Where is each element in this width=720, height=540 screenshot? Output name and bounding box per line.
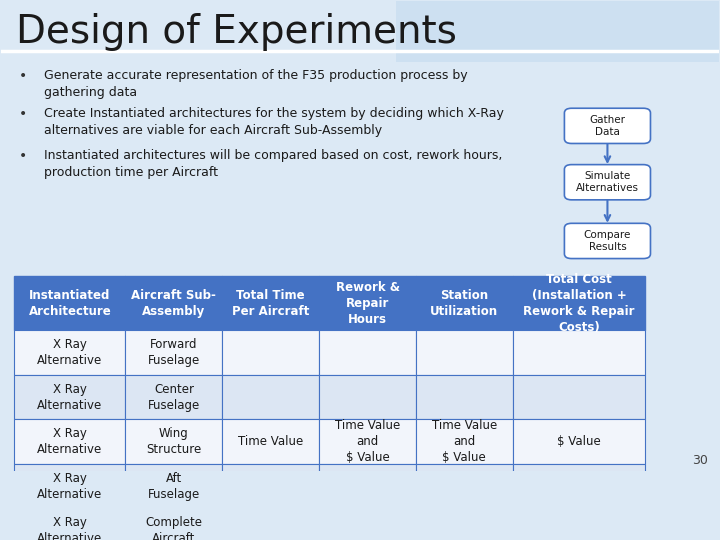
Text: X Ray
Alternative: X Ray Alternative <box>37 472 102 501</box>
Bar <box>513 375 645 420</box>
Bar <box>416 509 513 540</box>
Bar <box>125 276 222 330</box>
Text: •: • <box>19 107 27 121</box>
Bar <box>319 509 416 540</box>
Bar <box>125 375 222 420</box>
Text: •: • <box>19 150 27 163</box>
Bar <box>319 420 416 464</box>
Text: $ Value: $ Value <box>557 435 601 448</box>
Bar <box>125 330 222 375</box>
Bar <box>513 509 645 540</box>
Bar <box>14 276 125 330</box>
Bar <box>513 464 645 509</box>
Text: Complete
Aircraft: Complete Aircraft <box>145 516 202 540</box>
Bar <box>513 420 645 464</box>
Bar <box>416 420 513 464</box>
Text: Forward
Fuselage: Forward Fuselage <box>148 338 200 367</box>
Bar <box>125 420 222 464</box>
FancyBboxPatch shape <box>564 165 650 200</box>
Bar <box>416 375 513 420</box>
Bar <box>14 330 125 375</box>
Text: Compare
Results: Compare Results <box>584 230 631 252</box>
FancyBboxPatch shape <box>564 108 650 144</box>
Bar <box>222 375 319 420</box>
Bar <box>319 330 416 375</box>
Text: X Ray
Alternative: X Ray Alternative <box>37 427 102 456</box>
Text: Instantiated architectures will be compared based on cost, rework hours,
product: Instantiated architectures will be compa… <box>45 150 503 179</box>
Text: Center
Fuselage: Center Fuselage <box>148 383 200 411</box>
Bar <box>222 509 319 540</box>
Bar <box>416 330 513 375</box>
Bar <box>222 276 319 330</box>
Bar <box>14 509 125 540</box>
Text: Total Time
Per Aircraft: Total Time Per Aircraft <box>232 289 310 318</box>
Bar <box>222 330 319 375</box>
Text: Instantiated
Architecture: Instantiated Architecture <box>29 289 112 318</box>
Text: Station
Utilization: Station Utilization <box>431 289 498 318</box>
Bar <box>396 2 719 63</box>
Text: X Ray
Alternative: X Ray Alternative <box>37 383 102 411</box>
Bar <box>125 509 222 540</box>
Bar <box>319 276 416 330</box>
Bar <box>416 464 513 509</box>
Text: Generate accurate representation of the F35 production process by
gathering data: Generate accurate representation of the … <box>45 70 468 99</box>
Text: Simulate
Alternatives: Simulate Alternatives <box>576 171 639 193</box>
Bar <box>319 375 416 420</box>
Text: •: • <box>19 70 27 84</box>
Text: 30: 30 <box>692 454 708 467</box>
Text: Rework &
Repair
Hours: Rework & Repair Hours <box>336 281 400 326</box>
Text: Aft
Fuselage: Aft Fuselage <box>148 472 200 501</box>
Text: Time Value
and
$ Value: Time Value and $ Value <box>432 419 497 464</box>
Text: Time Value
and
$ Value: Time Value and $ Value <box>335 419 400 464</box>
Text: Time Value: Time Value <box>238 435 303 448</box>
Text: Gather
Data: Gather Data <box>590 114 626 137</box>
Text: X Ray
Alternative: X Ray Alternative <box>37 516 102 540</box>
Bar <box>14 420 125 464</box>
Bar <box>14 464 125 509</box>
Bar <box>222 420 319 464</box>
Text: Wing
Structure: Wing Structure <box>146 427 202 456</box>
Bar <box>222 464 319 509</box>
Bar <box>416 276 513 330</box>
Bar <box>513 276 645 330</box>
Text: Create Instantiated architectures for the system by deciding which X-Ray
alterna: Create Instantiated architectures for th… <box>45 107 504 137</box>
Bar <box>319 464 416 509</box>
Text: Total Cost
(Installation +
Rework & Repair
Costs): Total Cost (Installation + Rework & Repa… <box>523 273 635 334</box>
Bar <box>125 464 222 509</box>
Text: X Ray
Alternative: X Ray Alternative <box>37 338 102 367</box>
Bar <box>513 330 645 375</box>
Text: Design of Experiments: Design of Experiments <box>16 13 456 51</box>
Bar <box>14 375 125 420</box>
FancyBboxPatch shape <box>564 224 650 259</box>
Text: Aircraft Sub-
Assembly: Aircraft Sub- Assembly <box>132 289 216 318</box>
